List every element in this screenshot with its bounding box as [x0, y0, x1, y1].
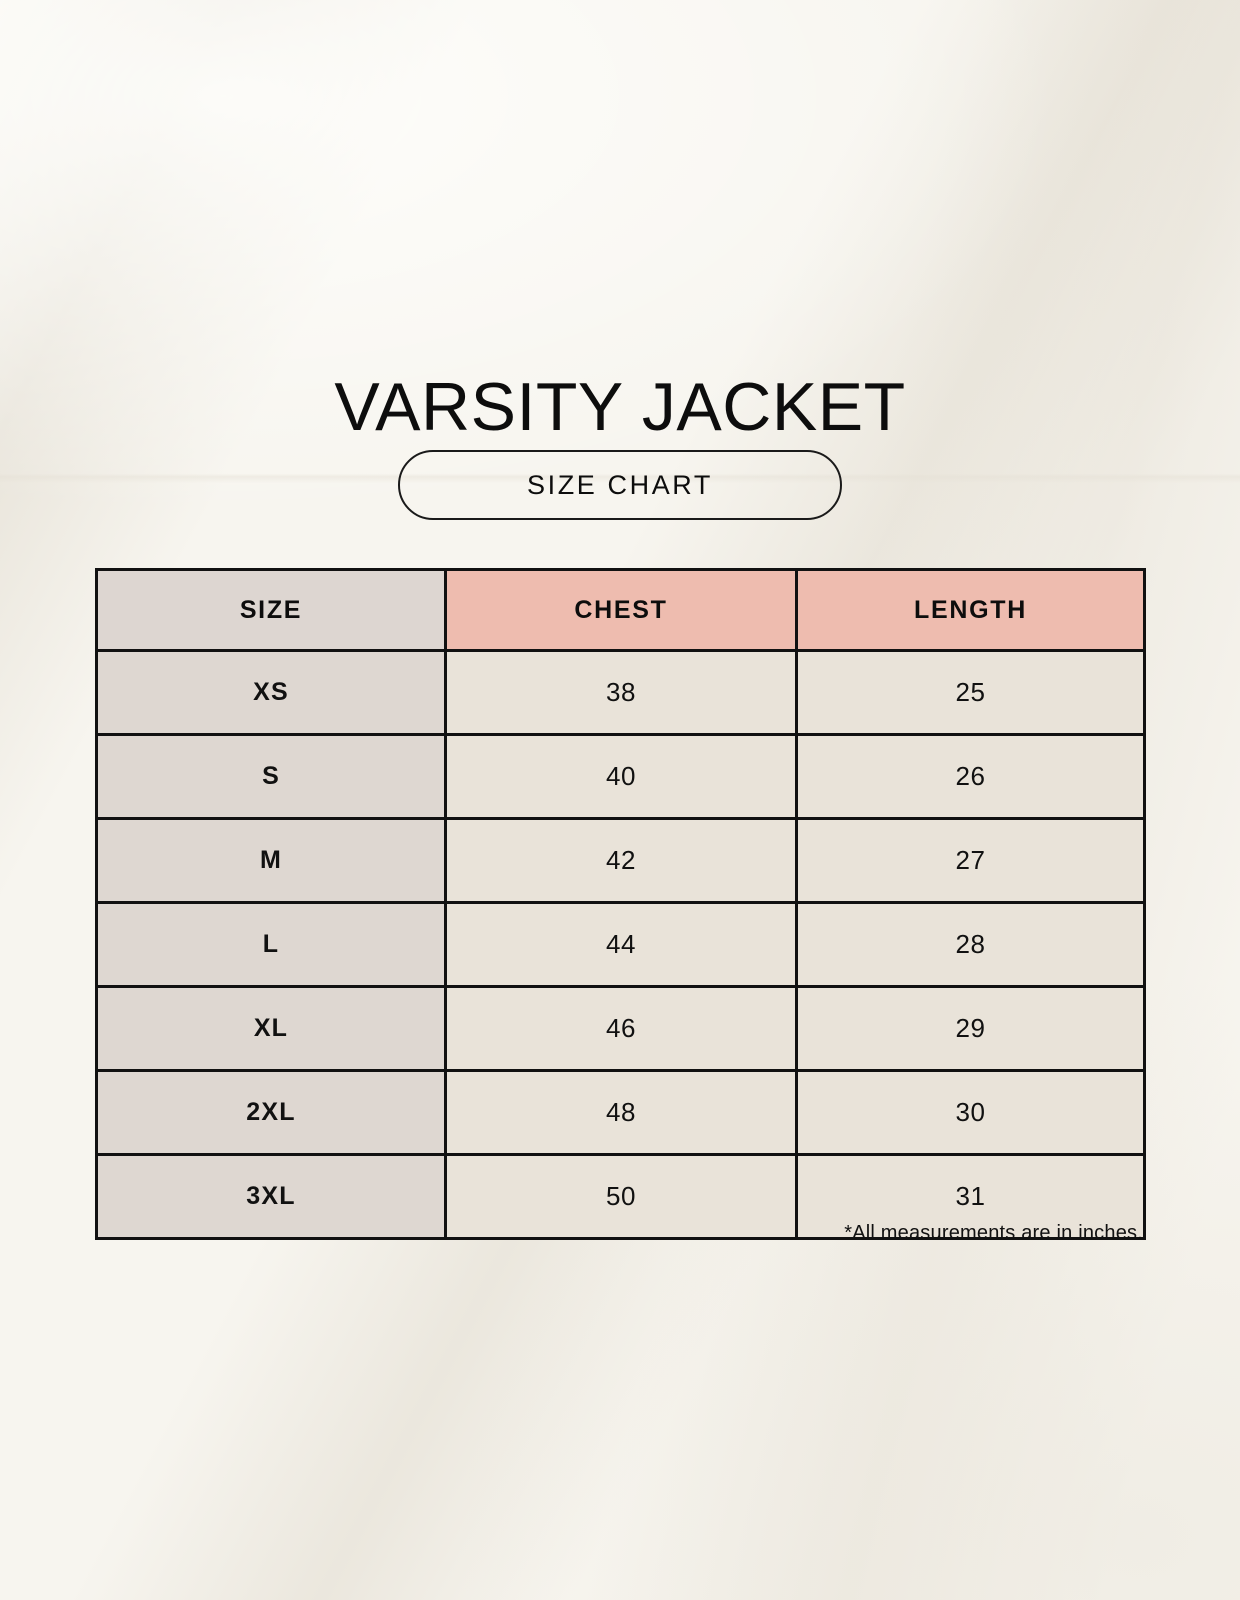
- cell-length: 28: [795, 901, 1146, 988]
- cell-length: 30: [795, 1069, 1146, 1156]
- table-body: XS 38 25 S 40 26 M 42 27 L 44 28: [95, 649, 1146, 1240]
- table-header: SIZE CHEST LENGTH: [95, 568, 1146, 652]
- table-row: 3XL 50 31: [95, 1153, 1146, 1240]
- cell-size: XS: [95, 649, 447, 736]
- cell-length: 26: [795, 733, 1146, 820]
- cell-length: 25: [795, 649, 1146, 736]
- table-row: S 40 26: [95, 733, 1146, 820]
- cell-chest: 44: [444, 901, 798, 988]
- column-header-size: SIZE: [95, 568, 447, 652]
- table-row: M 42 27: [95, 817, 1146, 904]
- cell-size: L: [95, 901, 447, 988]
- cell-size: 3XL: [95, 1153, 447, 1240]
- cell-chest: 40: [444, 733, 798, 820]
- page-title: VARSITY JACKET: [334, 368, 906, 445]
- cell-size: S: [95, 733, 447, 820]
- size-table: SIZE CHEST LENGTH XS 38 25 S 40 26 M: [95, 568, 1146, 1240]
- cell-chest: 48: [444, 1069, 798, 1156]
- cell-chest: 38: [444, 649, 798, 736]
- table-row: L 44 28: [95, 901, 1146, 988]
- cell-size: M: [95, 817, 447, 904]
- cell-chest: 46: [444, 985, 798, 1072]
- cell-chest: 50: [444, 1153, 798, 1240]
- cell-size: 2XL: [95, 1069, 447, 1156]
- cell-size: XL: [95, 985, 447, 1072]
- table-row: XS 38 25: [95, 649, 1146, 736]
- table-row: XL 46 29: [95, 985, 1146, 1072]
- badge-container: SIZE CHART: [0, 450, 1240, 520]
- column-header-chest: CHEST: [444, 568, 798, 652]
- cell-length: 27: [795, 817, 1146, 904]
- measurement-footnote: *All measurements are in inches.: [844, 1222, 1143, 1244]
- table-row: 2XL 48 30: [95, 1069, 1146, 1156]
- table-header-row: SIZE CHEST LENGTH: [95, 568, 1146, 652]
- cell-length: 29: [795, 985, 1146, 1072]
- size-chart-badge: SIZE CHART: [398, 450, 842, 520]
- cell-length: 31: [795, 1153, 1146, 1240]
- cell-chest: 42: [444, 817, 798, 904]
- column-header-length: LENGTH: [795, 568, 1146, 652]
- size-table-container: SIZE CHEST LENGTH XS 38 25 S 40 26 M: [95, 568, 1146, 1240]
